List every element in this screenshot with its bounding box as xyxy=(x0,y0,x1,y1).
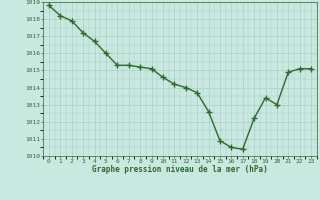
X-axis label: Graphe pression niveau de la mer (hPa): Graphe pression niveau de la mer (hPa) xyxy=(92,165,268,174)
